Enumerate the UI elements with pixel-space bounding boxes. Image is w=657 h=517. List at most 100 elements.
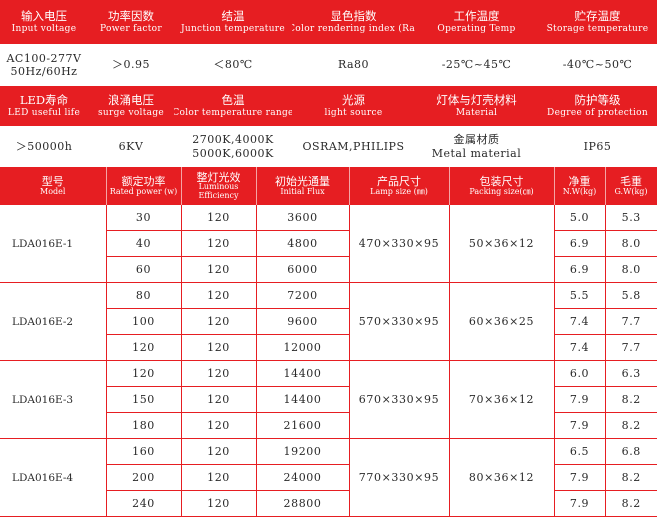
table-row: LDA016E-1 30 120 3600 470×330×95 50×36×12 5.0 5… (0, 205, 657, 283)
spec-header-en: Material (455, 107, 498, 118)
rated-power-cell: 240 (106, 490, 182, 517)
table-header-zh: 型号 (41, 175, 64, 189)
table-header-zh: 毛重 (620, 175, 642, 189)
spec-value-line: Metal material (431, 146, 522, 160)
spec-value-cell: -25℃~45℃ (415, 44, 538, 86)
spec-header-row-2: LED寿命 LED useful life 浪涌电压 surge voltage 色温 C… (0, 86, 657, 126)
net-weight-cell: 7.9 (554, 412, 606, 439)
rated-power-cell: 30 (106, 205, 182, 231)
lamp-size-cell: 670×330×95 (349, 360, 450, 439)
table-header-zh: 净重 (568, 175, 591, 189)
efficiency-cell: 120 (181, 334, 257, 361)
table-header-cell: 型号 Model (0, 167, 107, 205)
table-header-cell: 包装尺寸 Packing size(㎝) (449, 167, 555, 205)
gross-weight-cell: 8.2 (605, 386, 657, 413)
efficiency-cell: 120 (181, 360, 257, 387)
table-header-cell: 毛重 G.W(kg) (605, 167, 657, 205)
spec-header-zh: 结温 (221, 9, 245, 24)
spec-header-en: Color temperature range (174, 107, 292, 118)
table-row: LDA016E-2 80 120 7200 570×330×95 60×36×25 5.5 5… (0, 282, 657, 361)
spec-header-zh: 色温 (221, 93, 245, 108)
lamp-size-cell: 570×330×95 (349, 282, 450, 361)
table-header-en: Packing size(㎝) (469, 186, 534, 196)
table-row: 120 120 12000 7.4 7.7 (0, 334, 657, 361)
spec-header-cell: 灯体与灯壳材料 Material (415, 86, 538, 126)
lamp-size-cell: 470×330×95 (349, 205, 450, 283)
spec-header-cell: 功率因数 Power factor (88, 0, 174, 44)
spec-header-zh: 工作温度 (453, 9, 500, 24)
spec-value-line: 50Hz/60Hz (10, 65, 78, 78)
spec-header-zh: 显色指数 (330, 9, 377, 24)
flux-cell: 14400 (256, 386, 350, 413)
spec-header-en: Degree of protection (547, 107, 648, 118)
spec-header-en: surge voltage (97, 107, 165, 118)
flux-cell: 7200 (256, 282, 350, 309)
table-row: 200 120 24000 7.9 8.2 (0, 464, 657, 491)
table-header-cell: 产品尺寸 Lamp size (㎜) (349, 167, 450, 205)
rated-power-cell: 120 (106, 360, 182, 387)
spec-value-line: 2700K,4000K (192, 133, 274, 147)
flux-cell: 6000 (256, 256, 350, 283)
flux-cell: 14400 (256, 360, 350, 387)
spec-value-cell: -40℃~50℃ (538, 44, 657, 86)
spec-header-zh: 浪涌电压 (108, 93, 154, 108)
spec-value-line: -25℃~45℃ (441, 58, 512, 72)
table-header-cell: 净重 N.W(kg) (554, 167, 606, 205)
gross-weight-cell: 8.0 (605, 256, 657, 283)
table-header-zh: 初始光通量 (275, 175, 330, 189)
spec-values-row-1: AC100-277V 50Hz/60Hz ＞0.95 ＜80℃ Ra80 -25℃~45℃… (0, 44, 657, 86)
spec-header-cell: 结温 Junction temperature (174, 0, 292, 44)
spec-value-cell: ＞0.95 (88, 44, 174, 86)
efficiency-cell: 120 (181, 490, 257, 517)
model-cell: LDA016E-4 (0, 438, 107, 517)
spec-value-cell: 金属材质 Metal material (415, 126, 538, 167)
flux-cell: 12000 (256, 334, 350, 361)
efficiency-cell: 120 (181, 386, 257, 413)
flux-cell: 28800 (256, 490, 350, 517)
spec-header-cell: 光源 light source (292, 86, 415, 126)
spec-value-line: ＜80℃ (213, 58, 253, 72)
efficiency-cell: 120 (181, 412, 257, 439)
table-header-cell: 额定功率 Rated power (w) (106, 167, 182, 205)
gross-weight-cell: 6.8 (605, 438, 657, 465)
spec-header-en: Storage temperature (546, 23, 649, 34)
net-weight-cell: 7.4 (554, 308, 606, 335)
spec-value-cell: 2700K,4000K 5000K,6000K (174, 126, 292, 167)
spec-header-zh: 输入电压 (21, 9, 67, 24)
packing-size-cell: 80×36×12 (449, 438, 555, 517)
gross-weight-cell: 5.8 (605, 282, 657, 309)
spec-value-cell: IP65 (538, 126, 657, 167)
spec-header-en: Operating Temp (437, 23, 516, 34)
table-header-en: G.W(kg) (614, 186, 648, 196)
spec-header-cell: 显色指数 Color rendering index (Ra) (292, 0, 415, 44)
table-header-zh: 整灯光效 (196, 170, 241, 184)
net-weight-cell: 6.0 (554, 360, 606, 387)
gross-weight-cell: 5.3 (605, 205, 657, 231)
spec-value-cell: OSRAM,PHILIPS (292, 126, 415, 167)
flux-cell: 19200 (256, 438, 350, 465)
net-weight-cell: 6.5 (554, 438, 606, 465)
net-weight-cell: 6.9 (554, 230, 606, 257)
table-header-en: N.W(kg) (562, 186, 597, 196)
table-header-en: Luminous Efficiency (198, 182, 239, 200)
spec-value-cell: 6KV (88, 126, 174, 167)
spec-header-cell: LED寿命 LED useful life (0, 86, 88, 126)
packing-size-cell: 60×36×25 (449, 282, 555, 361)
net-weight-cell: 7.4 (554, 334, 606, 361)
spec-values-row-2: ＞50000h 6KV 2700K,4000K 5000K,6000K OSRAM,PH… (0, 126, 657, 167)
packing-size-cell: 50×36×12 (449, 205, 555, 283)
spec-value-cell: ＜80℃ (174, 44, 292, 86)
rated-power-cell: 40 (106, 230, 182, 257)
net-weight-cell: 7.9 (554, 490, 606, 517)
net-weight-cell: 7.9 (554, 464, 606, 491)
efficiency-cell: 120 (181, 205, 257, 231)
rated-power-cell: 150 (106, 386, 182, 413)
spec-value-line: ＞50000h (15, 139, 73, 153)
model-cell: LDA016E-1 (0, 205, 107, 283)
table-row: 40 120 4800 6.9 8.0 (0, 230, 657, 257)
gross-weight-cell: 8.2 (605, 490, 657, 517)
rated-power-cell: 100 (106, 308, 182, 335)
table-row: 150 120 14400 7.9 8.2 (0, 386, 657, 413)
table-header-cell: 整灯光效 Luminous Efficiency (181, 167, 257, 205)
spec-value-line: 5000K,6000K (192, 146, 274, 160)
